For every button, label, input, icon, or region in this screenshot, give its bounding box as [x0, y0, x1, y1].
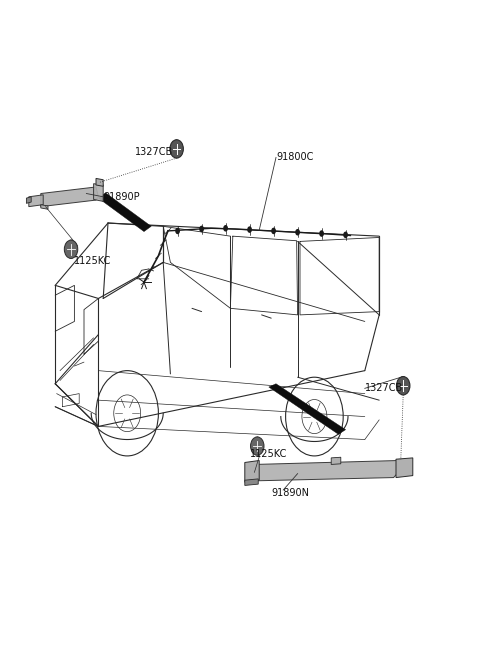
Circle shape: [343, 232, 348, 238]
Polygon shape: [331, 457, 341, 464]
Polygon shape: [26, 197, 31, 203]
Circle shape: [271, 228, 276, 234]
Polygon shape: [245, 461, 259, 482]
Circle shape: [396, 377, 410, 395]
Polygon shape: [29, 195, 43, 207]
Polygon shape: [96, 178, 103, 186]
Polygon shape: [269, 384, 346, 434]
Text: 1125KC: 1125KC: [74, 256, 112, 266]
Polygon shape: [98, 193, 151, 232]
Polygon shape: [254, 461, 398, 481]
Text: 91800C: 91800C: [276, 152, 313, 163]
Circle shape: [247, 226, 252, 233]
Circle shape: [199, 226, 204, 232]
Circle shape: [175, 228, 180, 234]
Circle shape: [295, 229, 300, 236]
Polygon shape: [245, 479, 258, 485]
Circle shape: [223, 225, 228, 232]
Text: 1125KC: 1125KC: [250, 449, 287, 459]
Text: 1327CB: 1327CB: [365, 383, 403, 394]
Circle shape: [64, 240, 78, 258]
Text: 91890N: 91890N: [271, 488, 309, 499]
Polygon shape: [94, 184, 103, 201]
Polygon shape: [41, 187, 98, 207]
Circle shape: [251, 437, 264, 455]
Circle shape: [319, 230, 324, 237]
Text: 1327CB: 1327CB: [134, 147, 173, 157]
Polygon shape: [396, 458, 413, 478]
Text: 91890P: 91890P: [103, 192, 140, 202]
Circle shape: [170, 140, 183, 158]
Polygon shape: [41, 205, 48, 209]
